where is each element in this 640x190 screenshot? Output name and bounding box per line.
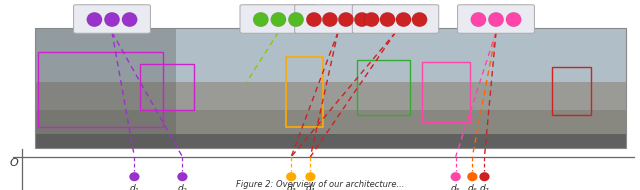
Ellipse shape bbox=[253, 12, 269, 27]
Text: $v_{8}$: $v_{8}$ bbox=[273, 0, 284, 3]
Ellipse shape bbox=[506, 12, 521, 27]
Ellipse shape bbox=[271, 12, 286, 27]
Text: $d_{3}$: $d_{3}$ bbox=[285, 183, 297, 190]
Text: $d_{2}$: $d_{2}$ bbox=[177, 183, 188, 190]
Text: $v_{9}$: $v_{9}$ bbox=[332, 0, 344, 3]
Text: O: O bbox=[10, 158, 19, 168]
FancyBboxPatch shape bbox=[240, 5, 317, 33]
Ellipse shape bbox=[451, 172, 461, 181]
Text: $d_{7}$: $d_{7}$ bbox=[479, 183, 490, 190]
Text: $v_{1}$: $v_{1}$ bbox=[106, 0, 118, 3]
Ellipse shape bbox=[412, 12, 428, 27]
Bar bbox=[357, 60, 410, 115]
Ellipse shape bbox=[87, 12, 102, 27]
Ellipse shape bbox=[129, 172, 140, 181]
FancyBboxPatch shape bbox=[295, 5, 381, 33]
Ellipse shape bbox=[305, 172, 316, 181]
FancyBboxPatch shape bbox=[352, 5, 439, 33]
Bar bbox=[35, 110, 626, 136]
Ellipse shape bbox=[488, 12, 504, 27]
Ellipse shape bbox=[355, 12, 370, 27]
Bar bbox=[422, 62, 470, 122]
Ellipse shape bbox=[177, 172, 188, 181]
Bar bbox=[35, 134, 626, 148]
Ellipse shape bbox=[467, 172, 477, 181]
FancyBboxPatch shape bbox=[458, 5, 534, 33]
Text: $v_{5}$: $v_{5}$ bbox=[490, 0, 502, 3]
Text: $d_{1}$: $d_{1}$ bbox=[129, 183, 140, 190]
Ellipse shape bbox=[338, 12, 353, 27]
Ellipse shape bbox=[364, 12, 380, 27]
Text: Figure 2: Overview of our architecture...: Figure 2: Overview of our architecture..… bbox=[236, 180, 404, 189]
Ellipse shape bbox=[286, 172, 296, 181]
Ellipse shape bbox=[479, 172, 490, 181]
Bar bbox=[35, 28, 176, 148]
Bar bbox=[286, 57, 323, 127]
Bar bbox=[38, 52, 163, 127]
Ellipse shape bbox=[471, 12, 486, 27]
Text: $d_{4}$: $d_{4}$ bbox=[305, 183, 316, 190]
Ellipse shape bbox=[380, 12, 396, 27]
Ellipse shape bbox=[288, 12, 304, 27]
Text: $d_{5}$: $d_{5}$ bbox=[450, 183, 461, 190]
Bar bbox=[35, 28, 626, 94]
Text: $d_{6}$: $d_{6}$ bbox=[467, 183, 478, 190]
Ellipse shape bbox=[122, 12, 138, 27]
Bar bbox=[140, 64, 194, 110]
Ellipse shape bbox=[323, 12, 338, 27]
Text: $v_{10}$: $v_{10}$ bbox=[387, 0, 404, 3]
Bar bbox=[35, 28, 626, 148]
Bar bbox=[552, 67, 591, 115]
Bar bbox=[35, 82, 626, 112]
Ellipse shape bbox=[104, 12, 120, 27]
FancyBboxPatch shape bbox=[74, 5, 150, 33]
Ellipse shape bbox=[396, 12, 412, 27]
Ellipse shape bbox=[307, 12, 322, 27]
